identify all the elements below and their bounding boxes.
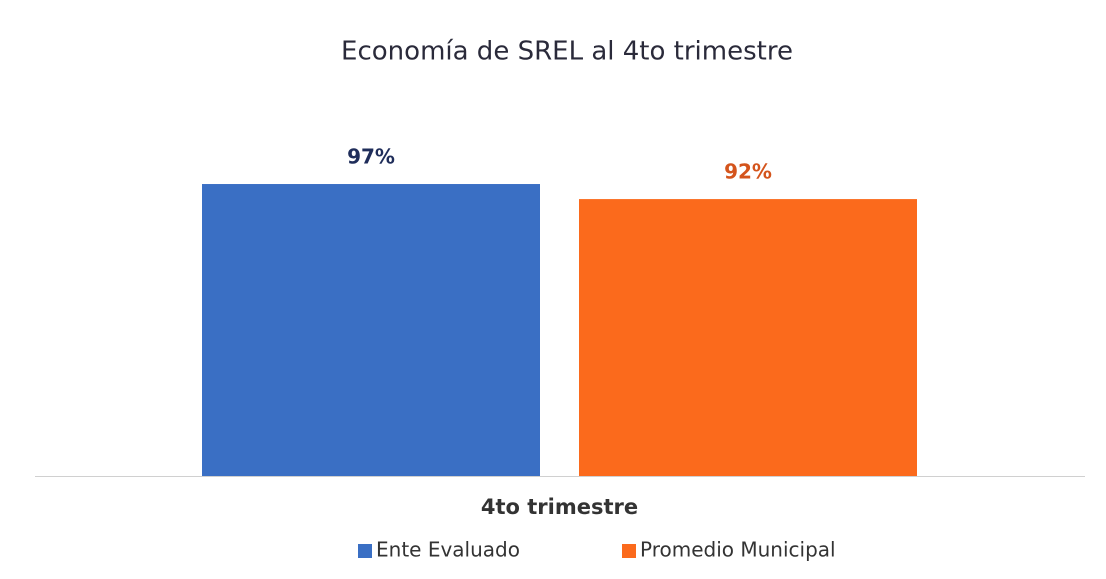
bar <box>202 184 540 476</box>
data-label: 97% <box>347 145 395 169</box>
legend-label: Ente Evaluado <box>376 538 520 562</box>
chart-title: Economía de SREL al 4to trimestre <box>341 37 793 67</box>
bar <box>579 199 917 476</box>
data-label: 92% <box>724 160 772 184</box>
legend-swatch <box>622 544 636 558</box>
legend-swatch <box>358 544 372 558</box>
legend-label: Promedio Municipal <box>640 538 836 562</box>
x-tick-label: 4to trimestre <box>481 495 638 519</box>
